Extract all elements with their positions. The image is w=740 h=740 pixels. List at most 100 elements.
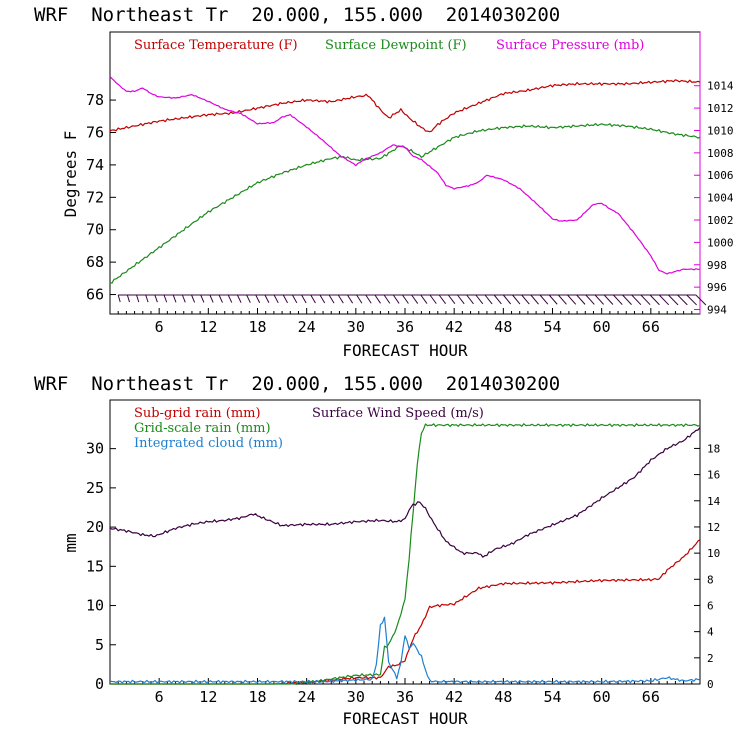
chart1-wind-barb (622, 294, 632, 305)
chart1-wind-barb (181, 294, 186, 303)
chart1-wind-barb (374, 294, 381, 304)
chart1-wind-barb (200, 294, 205, 303)
chart1-wind-barb (126, 294, 130, 303)
chart2-x-tick-label: 30 (347, 688, 365, 706)
chart1-wind-barb (347, 294, 354, 304)
chart1-wind-barb (402, 294, 409, 304)
chart1-y-tick-label: 70 (86, 221, 104, 239)
chart1-wind-barb (255, 294, 261, 303)
chart2-series-integrated-cloud-mm (109, 616, 701, 684)
chart1-right-tick-label: 1014 (707, 80, 734, 93)
chart1-wind-barb (163, 294, 168, 303)
chart2-series-sub-grid-rain-mm (110, 539, 701, 685)
chart1-x-tick-label: 42 (445, 318, 463, 336)
chart2-right-tick-label: 12 (707, 521, 720, 534)
chart1-wind-barb (447, 294, 456, 305)
chart1-wind-barb (411, 294, 419, 304)
chart1-wind-barb (282, 294, 288, 304)
chart2-right-tick-label: 2 (707, 652, 714, 665)
chart1-wind-barb (319, 294, 326, 304)
chart1-wind-barb (246, 294, 251, 303)
chart1-wind-barb (383, 294, 391, 304)
chart1-y-tick-label: 76 (86, 123, 104, 141)
chart2-right-tick-label: 8 (707, 573, 714, 586)
chart2-x-tick-label: 12 (199, 688, 217, 706)
chart1-y-tick-label: 68 (86, 253, 104, 271)
chart1-wind-barb (145, 294, 149, 303)
chart2-legend-subgrid-rain: Sub-grid rain (mm) (134, 406, 261, 421)
chart1-wind-barb (209, 294, 214, 303)
chart1-y-axis-label: Degrees F (61, 131, 80, 218)
chart1-wind-barb (420, 294, 428, 304)
chart2-series (109, 423, 701, 685)
chart1-x-tick-label: 60 (593, 318, 611, 336)
chart1-y-tick-label: 72 (86, 188, 104, 206)
chart2-right-ticks: 0 2 4 6 8 10 12 14 16 18 (694, 442, 721, 691)
chart1-title: WRF Northeast Tr 20.000, 155.000 2014030… (34, 4, 560, 26)
chart1-wind-barb (227, 294, 233, 303)
chart1-wind-barb (191, 294, 196, 303)
chart1-wind-barb (512, 294, 521, 305)
chart1-right-tick-label: 1002 (707, 214, 734, 227)
chart2-right-tick-label: 6 (707, 599, 714, 612)
chart1-x-ticks: 6 12 18 24 30 36 42 48 54 60 66 (117, 308, 693, 336)
chart1-plot-frame (109, 31, 701, 315)
chart1-right-tick-label: 1004 (707, 192, 734, 205)
chart2-x-tick-label: 18 (248, 688, 266, 706)
chart1-x-tick-label: 24 (298, 318, 316, 336)
chart1-y-tick-label: 78 (86, 91, 104, 109)
chart2-title: WRF Northeast Tr 20.000, 155.000 2014030… (34, 373, 560, 395)
chart1-right-tick-label: 994 (707, 304, 727, 317)
chart2-y-tick-label: 0 (95, 675, 104, 693)
chart1-wind-barb (475, 294, 484, 305)
chart1-wind-barb (658, 294, 670, 306)
chart2-x-tick-label: 24 (298, 688, 316, 706)
chart1-wind-barb (567, 294, 577, 305)
chart1-wind-barb (576, 294, 586, 305)
chart1-wind-barb (548, 294, 558, 305)
chart1-wind-barb (493, 294, 502, 305)
chart1-y-tick-label: 74 (86, 156, 104, 174)
chart1-wind-barb (310, 294, 316, 304)
chart1-wind-barb (301, 294, 307, 304)
chart2-right-tick-label: 0 (707, 678, 714, 691)
chart2-right-tick-label: 10 (707, 547, 720, 560)
chart1-wind-barb (154, 294, 158, 303)
chart2-x-tick-label: 48 (494, 688, 512, 706)
chart1-right-ticks: 994 996 998 1000 1002 1004 1006 1008 1010 1012 101… (694, 80, 734, 317)
chart2-y-ticks: 0 5 10 15 20 25 30 (86, 440, 116, 693)
chart2-y-tick-label: 5 (95, 636, 104, 654)
chart1-wind-barb (613, 294, 623, 305)
chart1-wind-barb (686, 294, 697, 306)
chart1-wind-barb (677, 294, 688, 306)
chart1-wind-barb (457, 294, 465, 305)
chart1-y-ticks: 66 68 70 72 74 76 78 (86, 91, 116, 304)
chart1-right-tick-label: 1010 (707, 124, 734, 137)
chart1-x-axis-label: FORECAST HOUR (342, 341, 468, 360)
chart1-wind-barb (172, 294, 177, 303)
chart1-wind-barb (356, 294, 363, 304)
chart1-wind-barb (640, 294, 651, 306)
chart1-wind-barb (668, 294, 679, 306)
chart1-x-tick-label: 48 (494, 318, 512, 336)
chart1-wind-barb (521, 294, 530, 305)
chart2-y-tick-label: 30 (86, 440, 104, 458)
chart2-y-axis-label: mm (61, 533, 80, 552)
chart1-wind-barb (603, 294, 614, 305)
chart1-wind-barb (530, 294, 539, 305)
chart1-right-tick-label: 1012 (707, 102, 734, 115)
chart1-wind-barb (392, 294, 400, 304)
chart2-right-tick-label: 16 (707, 469, 720, 482)
chart1-x-tick-label: 36 (396, 318, 414, 336)
chart1-wind-barb (585, 294, 595, 305)
chart1-wind-barb (557, 294, 567, 305)
chart1-x-tick-label: 12 (199, 318, 217, 336)
chart2-x-tick-label: 60 (593, 688, 611, 706)
chart1-right-tick-label: 1000 (707, 236, 734, 249)
chart1-right-tick-label: 996 (707, 281, 727, 294)
chart1-wind-barbs (117, 294, 707, 306)
chart2-right-tick-label: 4 (707, 626, 714, 639)
chart1-wind-barb (539, 294, 549, 305)
chart1-y-tick-label: 66 (86, 286, 104, 304)
